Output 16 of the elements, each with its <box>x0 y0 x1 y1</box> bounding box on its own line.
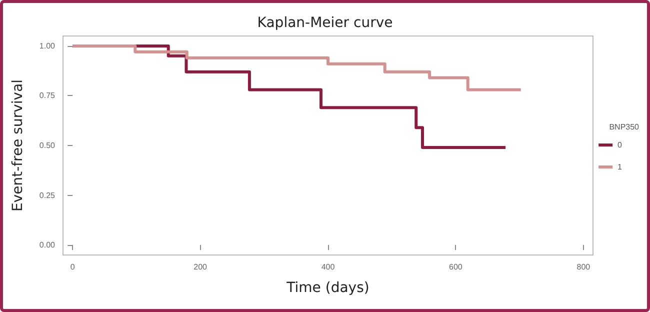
x-tick-label: 400 <box>321 262 336 272</box>
chart-title: Kaplan-Meier curve <box>257 15 393 31</box>
y-tick-label: 0.50 <box>39 141 56 150</box>
y-tick-label: 0.75 <box>39 91 56 100</box>
y-axis-title: Event-free survival <box>10 79 26 212</box>
legend-label: 0 <box>618 140 623 150</box>
x-tick-label: 600 <box>449 262 463 272</box>
y-tick-label: 0.25 <box>39 190 56 200</box>
x-tick-label: 0 <box>70 262 76 272</box>
y-tick-label: 1.00 <box>39 41 56 50</box>
y-tick-label: 0.00 <box>39 240 56 250</box>
legend-label: 1 <box>618 162 623 172</box>
x-tick-label: 200 <box>194 262 208 272</box>
x-tick-label: 800 <box>576 262 591 272</box>
legend-title: BNP350 <box>609 122 640 132</box>
x-axis-title: Time (days) <box>286 280 370 296</box>
